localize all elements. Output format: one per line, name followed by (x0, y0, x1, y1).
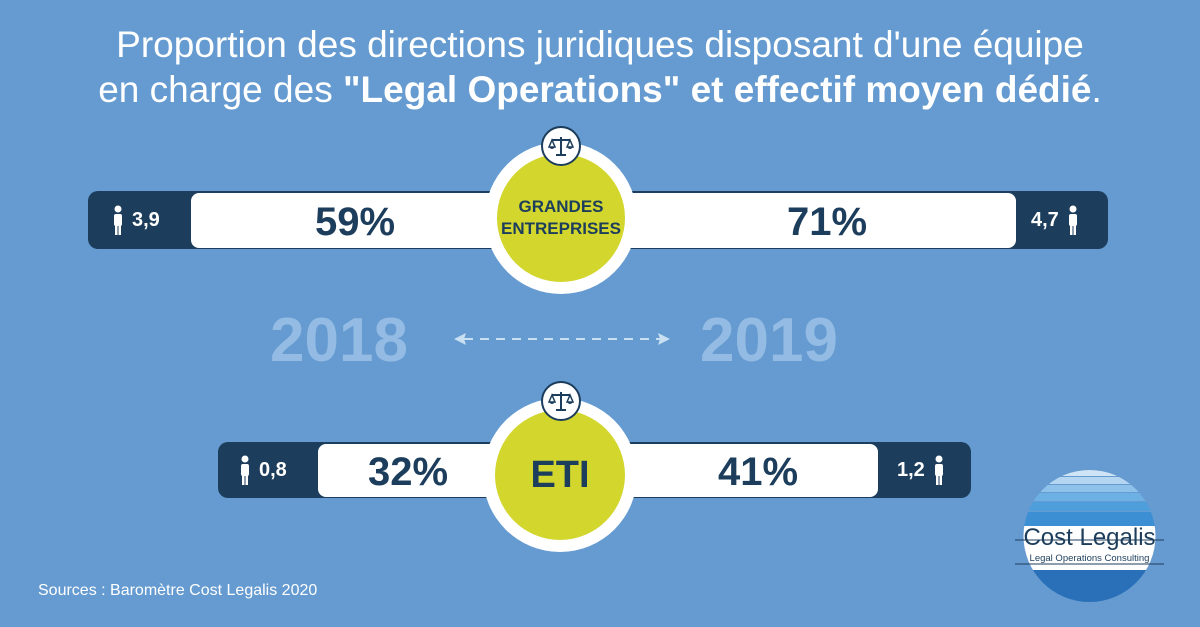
double-arrow-icon (454, 333, 670, 345)
eti-pct-2019: 41% (717, 450, 799, 494)
eti-fte-2018-value: 0,8 (259, 458, 287, 481)
scales-icon (548, 137, 574, 156)
eti-fte-2019-value: 1,2 (897, 458, 925, 481)
person-icon (934, 455, 943, 485)
eti-fte-2018: 0,8 (239, 455, 287, 485)
logo-text: Cost Legalis Legal Operations Consulting (1013, 525, 1166, 565)
ge-circle: GRANDES ENTREPRISES (497, 154, 625, 282)
eti-circle: ETI (495, 410, 625, 540)
ge-pct-2019: 71% (786, 200, 868, 244)
year-2018: 2018 (270, 306, 408, 375)
year-2019: 2019 (700, 306, 838, 375)
eti-pct-2018: 32% (367, 450, 449, 494)
title-line-2-prefix: en charge des (98, 69, 343, 110)
person-icon (241, 455, 249, 485)
eti-label: ETI (530, 453, 590, 496)
ge-scale-badge (541, 126, 581, 166)
ge-fte-2018: 3,9 (112, 205, 160, 235)
ge-pct-2018: 59% (314, 200, 396, 244)
person-icon (1068, 205, 1077, 235)
title-line-2-bold: "Legal Operations" et effectif moyen déd… (342, 69, 1092, 110)
cost-legalis-logo (1015, 470, 1164, 602)
title-line-2-suffix: . (1091, 69, 1102, 110)
title-line-1: Proportion des directions juridiques dis… (116, 24, 1084, 65)
scales-icon (548, 392, 574, 411)
logo-name: Cost Legalis (1023, 524, 1156, 551)
person-icon (114, 205, 122, 235)
ge-fte-2018-value: 3,9 (132, 208, 160, 231)
eti-fte-2019: 1,2 (897, 455, 945, 485)
source-note: Sources : Baromètre Cost Legalis 2020 (38, 582, 318, 599)
eti-scale-badge (541, 381, 581, 421)
page-title: Proportion des directions juridiques dis… (0, 22, 1200, 112)
title-line-2: en charge des "Legal Operations" et effe… (0, 67, 1200, 112)
ge-label-line1: GRANDES (518, 197, 604, 216)
logo-tagline: Legal Operations Consulting (1029, 553, 1150, 564)
ge-fte-2019: 4,7 (1031, 205, 1079, 235)
ge-label-line2: ENTREPRISES (501, 219, 621, 238)
ge-fte-2019-value: 4,7 (1031, 208, 1059, 231)
